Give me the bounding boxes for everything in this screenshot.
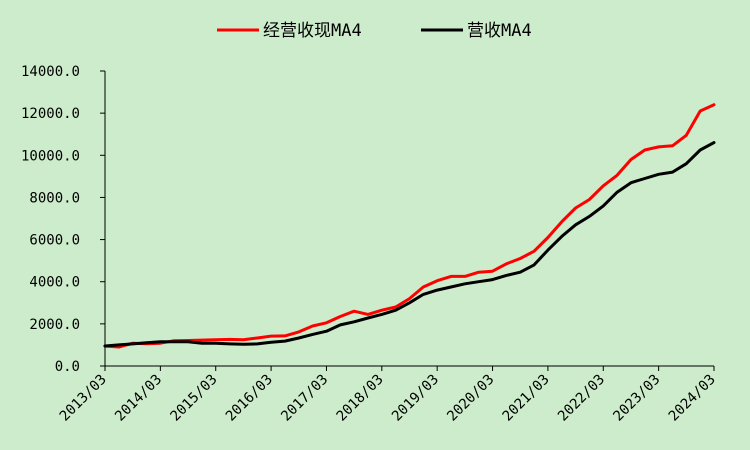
- y-tick-label: 4000.0: [29, 275, 80, 291]
- y-axis: 0.0 2000.0 4000.0 6000.0 8000.0 10000.0 12000.…: [21, 64, 106, 375]
- legend-label-revenue-ma4: 营收MA4: [467, 21, 532, 41]
- y-tick-label: 14000.0: [21, 64, 80, 80]
- x-tick-label: 2023/03: [610, 372, 663, 425]
- legend-label-cash-ma4: 经营收现MA4: [263, 21, 362, 41]
- y-tick-label: 6000.0: [29, 233, 80, 249]
- x-tick-label: 2021/03: [500, 372, 553, 425]
- x-tick-label: 2015/03: [168, 372, 221, 425]
- x-tick-label: 2014/03: [112, 372, 165, 425]
- legend: 经营收现MA4 营收MA4: [217, 21, 532, 41]
- x-tick-label: 2018/03: [334, 372, 387, 425]
- y-tick-label: 8000.0: [29, 190, 80, 206]
- x-tick-label: 2020/03: [444, 372, 497, 425]
- y-tick-label: 10000.0: [21, 148, 80, 164]
- series-line-cash-ma4: [103, 103, 716, 349]
- x-axis: 2013/03 2014/03 2015/03 2016/03 2017/03 2018/…: [57, 365, 719, 425]
- y-tick-label: 12000.0: [21, 106, 80, 122]
- x-tick-label: 2019/03: [389, 372, 442, 425]
- x-tick-label: 2013/03: [57, 372, 110, 425]
- x-tick-label: 2022/03: [555, 372, 608, 425]
- y-tick-label: 0.0: [55, 359, 80, 375]
- x-tick-label: 2016/03: [223, 372, 276, 425]
- plot-series: [103, 103, 716, 349]
- y-tick-label: 2000.0: [29, 317, 80, 333]
- x-tick-label: 2024/03: [666, 372, 719, 425]
- series-line-revenue-ma4: [103, 141, 716, 348]
- x-tick-label: 2017/03: [278, 372, 331, 425]
